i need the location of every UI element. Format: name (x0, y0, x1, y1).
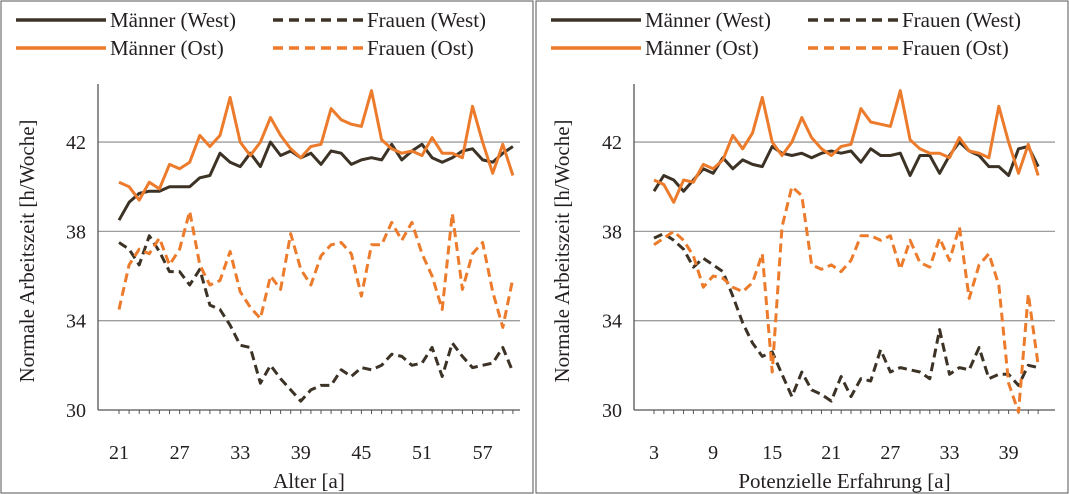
x-tick-label: 9 (708, 442, 718, 464)
x-axis-label: Alter [a] (273, 469, 345, 493)
x-tick-label: 3 (649, 442, 659, 464)
x-tick-label: 27 (880, 442, 900, 464)
series-line-männer-ost (653, 89, 1040, 204)
x-tick-label: 57 (473, 442, 493, 464)
y-tick-label: 34 (66, 311, 86, 333)
series-line-frauen-west (653, 232, 1039, 403)
legend-label: Frauen (Ost) (367, 36, 474, 60)
x-tick-label: 33 (940, 442, 960, 464)
y-tick-label: 42 (66, 132, 86, 154)
x-tick-label: 39 (291, 442, 311, 464)
y-tick-label: 42 (602, 132, 622, 154)
y-tick-label: 30 (66, 400, 86, 422)
legend-label: Frauen (West) (367, 8, 486, 32)
series-line-frauen-west (118, 234, 515, 403)
y-axis-label: Normale Arbeitszeit [h/Woche] (15, 119, 39, 382)
y-axis-label: Normale Arbeitszeit [h/Woche] (550, 119, 574, 382)
x-tick-label: 15 (762, 442, 782, 464)
chart-panel-left: 30 34 38 42 21 27 33 39 45 51 57 Alter [a] Normale A… (0, 0, 534, 494)
series-line-frauen-ost (653, 185, 1040, 414)
series-line-männer-west (117, 140, 514, 221)
panel-frame (0, 0, 534, 494)
legend-label: Männer (Ost) (110, 36, 224, 60)
x-tick-label: 39 (999, 442, 1019, 464)
y-tick-label: 34 (602, 311, 622, 333)
series-line-männer-ost (118, 89, 515, 202)
legend-label: Männer (West) (110, 8, 236, 32)
legend-label: Frauen (West) (902, 8, 1021, 32)
x-tick-label: 45 (351, 442, 371, 464)
legend-label: Männer (Ost) (645, 36, 759, 60)
x-axis-label: Potenzielle Erfahrung [a] (738, 469, 950, 493)
legend-label: Frauen (Ost) (902, 36, 1009, 60)
x-tick-label: 21 (109, 442, 129, 464)
chart-age: 30 34 38 42 21 27 33 39 45 51 57 Alter [a] Normale A… (0, 0, 534, 494)
x-tick-label: 21 (821, 442, 841, 464)
chart-panel-right: 30 34 38 42 3 9 15 21 27 33 39 Potenzielle Erfahrun… (535, 0, 1069, 494)
series-line-frauen-ost (117, 209, 515, 329)
x-tick-label: 33 (230, 442, 250, 464)
x-tick-label: 51 (412, 442, 432, 464)
x-tick-label: 27 (170, 442, 190, 464)
y-tick-label: 38 (602, 221, 622, 243)
panel-frame (535, 0, 1069, 494)
y-tick-label: 38 (66, 221, 86, 243)
legend-label: Männer (West) (645, 8, 771, 32)
y-tick-label: 30 (602, 400, 622, 422)
